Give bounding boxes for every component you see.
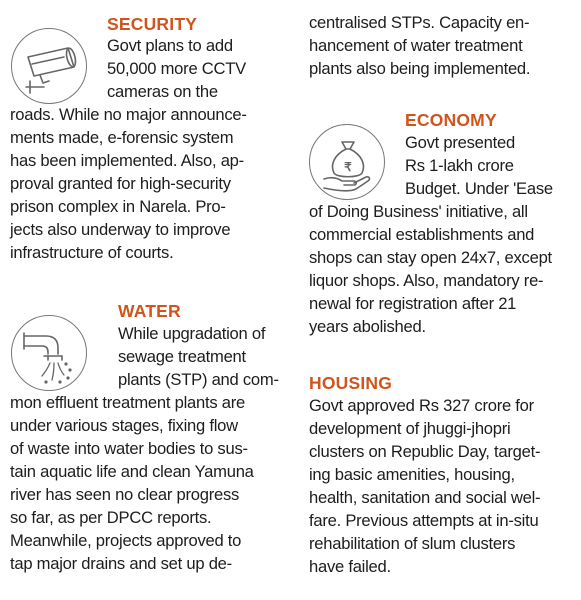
- section-title-economy: ECONOMY: [405, 110, 497, 130]
- text-line: development of jhuggi-jhopri: [309, 419, 511, 438]
- text-line: of waste into water bodies to sus-: [10, 439, 248, 458]
- section-title-water: WATER: [118, 301, 181, 321]
- text-line: roads. While no major announce-: [10, 105, 247, 124]
- text-line: tap major drains and set up de-: [10, 554, 232, 573]
- text-line: sewage treatment: [118, 347, 246, 366]
- svg-text:₹: ₹: [344, 160, 352, 174]
- text-line: ments made, e-forensic system: [10, 128, 234, 147]
- money-bag-hand-icon: ₹: [309, 124, 385, 200]
- text-line: under various stages, fixing flow: [10, 416, 238, 435]
- text-line: Rs 1-lakh crore: [405, 156, 514, 175]
- text-line: prison complex in Narela. Pro-: [10, 197, 226, 216]
- text-line: has been implemented. Also, ap-: [10, 151, 244, 170]
- text-line: of Doing Business' initiative, all: [309, 202, 528, 221]
- text-line: Govt presented: [405, 133, 515, 152]
- text-line: Meanwhile, projects approved to: [10, 531, 242, 550]
- text-line: plants also being implemented.: [309, 59, 531, 78]
- text-line: While upgradation of: [118, 324, 266, 343]
- text-line: infrastructure of courts.: [10, 243, 174, 262]
- text-line: clusters on Republic Day, target-: [309, 442, 541, 461]
- text-line: liquor shops. Also, mandatory re-: [309, 271, 544, 290]
- text-line: Govt approved Rs 327 crore for: [309, 396, 534, 415]
- text-line: river has seen no clear progress: [10, 485, 240, 504]
- text-line: years abolished.: [309, 317, 426, 336]
- section-title-security: SECURITY: [107, 14, 198, 34]
- text-line: rehabilitation of slum clusters: [309, 534, 516, 553]
- text-line: centralised STPs. Capacity en-: [309, 13, 530, 32]
- text-line: jects also underway to improve: [10, 220, 231, 239]
- drain-pipe-icon: [11, 315, 87, 391]
- text-line: health, sanitation and social wel-: [309, 488, 541, 507]
- text-line: shops can stay open 24x7, except: [309, 248, 552, 267]
- text-line: fare. Previous attempts at in-situ: [309, 511, 539, 530]
- text-line: Budget. Under 'Ease: [405, 179, 553, 198]
- section-title-housing: HOUSING: [309, 373, 393, 393]
- text-line: have failed.: [309, 557, 391, 576]
- text-line: so far, as per DPCC reports.: [10, 508, 212, 527]
- text-line: ing basic amenities, housing,: [309, 465, 515, 484]
- text-line: hancement of water treatment: [309, 36, 523, 55]
- text-line: cameras on the: [107, 82, 218, 101]
- text-line: Govt plans to add: [107, 36, 233, 55]
- text-line: plants (STP) and com-: [118, 370, 279, 389]
- text-line: tain aquatic life and clean Yamuna: [10, 462, 254, 481]
- text-line: proval granted for high-security: [10, 174, 231, 193]
- text-line: 50,000 more CCTV: [107, 59, 246, 78]
- text-line: mon effluent treatment plants are: [10, 393, 245, 412]
- text-line: commercial establishments and: [309, 225, 535, 244]
- text-line: newal for registration after 21: [309, 294, 517, 313]
- cctv-camera-icon: [11, 28, 87, 104]
